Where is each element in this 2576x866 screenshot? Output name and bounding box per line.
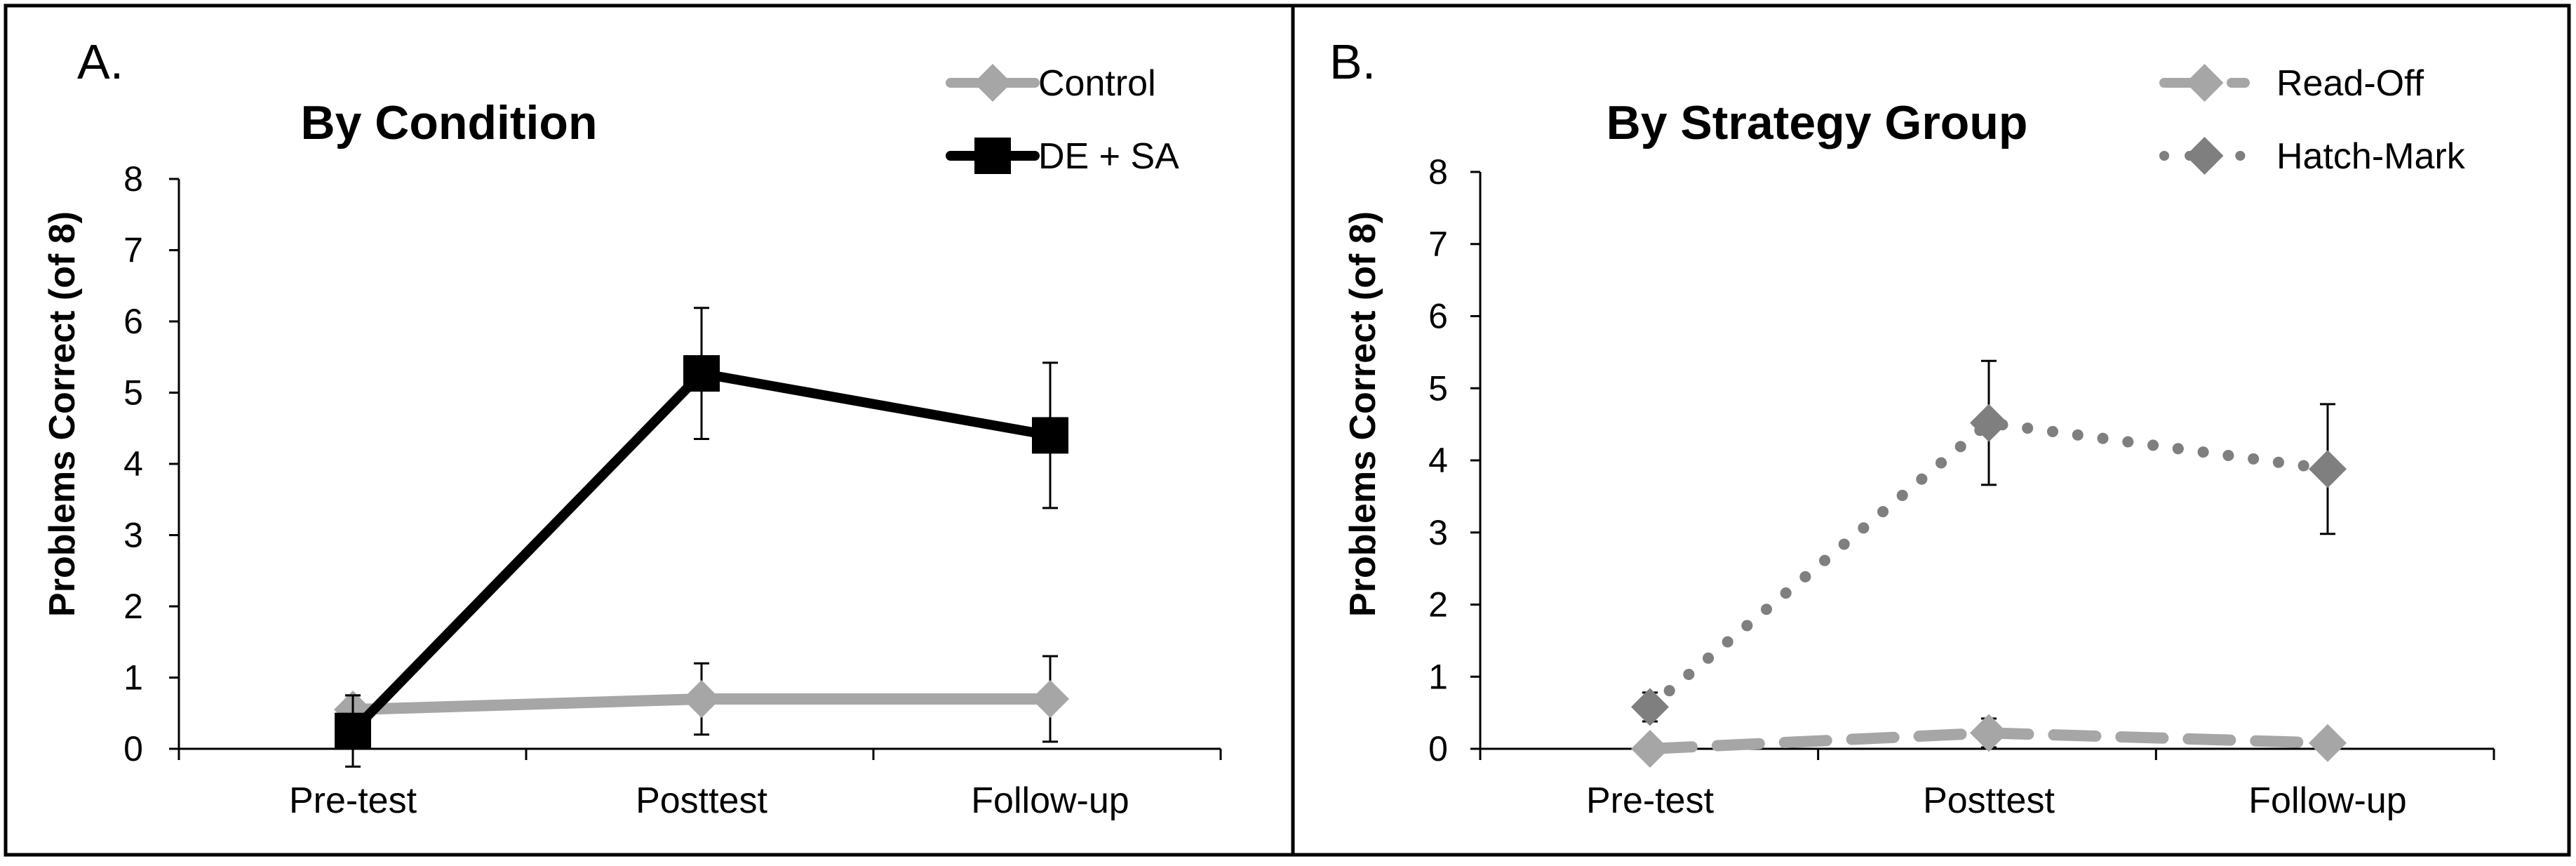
panel-a-y-tick-label: 0 [123, 729, 143, 768]
panel-b-x-tick-label: Pre-test [1586, 780, 1715, 821]
panel-b-hatch-mark-series-line [1644, 417, 2333, 713]
panel-a-x-tick-label: Follow-up [971, 780, 1129, 821]
panel-a-legend: Control DE + SA [946, 63, 1179, 177]
panel-a-de-sa-point [335, 712, 371, 750]
panel-b-y-tick-label: 0 [1428, 729, 1448, 768]
panel-b-y-tick-label: 4 [1428, 441, 1448, 480]
panel-a-y-tick-label: 4 [123, 444, 143, 484]
panel-a-de-sa-point [1032, 417, 1068, 454]
panel-b-y-tick-label: 6 [1428, 297, 1448, 336]
panel-a-control-legend-label: Control [1038, 63, 1156, 104]
panel-b-read-off-legend-label: Read-Off [2276, 63, 2424, 104]
panel-b-read-off-point [2309, 724, 2347, 762]
panel-b-y-tick-label: 1 [1428, 657, 1448, 696]
panel-a-y-tick-label: 2 [123, 587, 143, 626]
panel-b-x-tick-label: Follow-up [2248, 780, 2406, 821]
panel-a-y-tick-label: 7 [123, 231, 143, 270]
panel-b-x-tick-label: Posttest [1923, 780, 2055, 821]
panel-a-letter: A. [77, 34, 123, 89]
panel-a-de-sa-point [683, 355, 720, 392]
panel-a-y-axis-label: Problems Correct (of 8) [42, 211, 83, 617]
panel-b-y-tick-label: 7 [1428, 225, 1448, 264]
panel-b-hatch-mark-legend-marker [2185, 137, 2224, 175]
panel-a-y-tick-label: 6 [123, 302, 143, 341]
panel-b-read-off-point [1970, 714, 2008, 752]
panel-a-title: By Condition [300, 96, 597, 149]
panel-b-border [1291, 4, 2571, 857]
panel-b-title: By Strategy Group [1606, 96, 2028, 149]
panel-a-y-tick-label: 5 [123, 373, 143, 413]
panel-b-by-strategy-group: B. By Strategy Group Problems Correct (o… [1329, 34, 2495, 821]
panel-a-x-tick-label: Posttest [636, 780, 767, 821]
panel-a-by-condition: A. By Condition Problems Correct (of 8) … [42, 34, 1222, 821]
panel-a-de-sa-legend-marker [974, 138, 1011, 174]
panel-b-letter: B. [1329, 34, 1376, 89]
panel-a-control-point [683, 679, 720, 718]
panel-b-y-tick-label: 3 [1428, 513, 1448, 552]
panel-b-y-tick-label: 8 [1428, 152, 1448, 192]
panel-a-control-legend-marker [974, 64, 1012, 102]
panel-b-read-off-legend-marker [2185, 64, 2224, 102]
panel-b-plot-area: 0 1 2 3 4 5 6 7 8 Pre-test Posttest Follow-up [1428, 152, 2495, 821]
panel-b-hatch-mark-legend-label: Hatch-Mark [2276, 136, 2466, 177]
panel-b-read-off-point [1631, 730, 1669, 768]
panel-a-y-tick-label: 8 [123, 159, 143, 199]
panel-a-control-point [1031, 679, 1069, 718]
panel-b-legend: Read-Off Hatch-Mark [2159, 63, 2466, 177]
panel-a-y-tick-label: 3 [123, 516, 143, 555]
panel-a-plot-area: 0 1 2 3 4 5 6 7 8 Pre-test Posttest Follow-up [123, 159, 1222, 821]
panel-b-y-tick-label: 2 [1428, 585, 1448, 625]
panel-b-hatch-mark-point [2309, 450, 2347, 488]
panel-b-hatch-mark-point [1970, 404, 2008, 442]
panel-a-x-tick-label: Pre-test [289, 780, 417, 821]
panel-b-y-axis-label: Problems Correct (of 8) [1343, 211, 1383, 617]
panel-b-hatch-mark-point [1631, 688, 1669, 726]
panel-a-de-sa-legend-label: DE + SA [1038, 136, 1179, 177]
panel-a-y-tick-label: 1 [123, 658, 143, 698]
panel-b-y-tick-label: 5 [1428, 368, 1448, 408]
